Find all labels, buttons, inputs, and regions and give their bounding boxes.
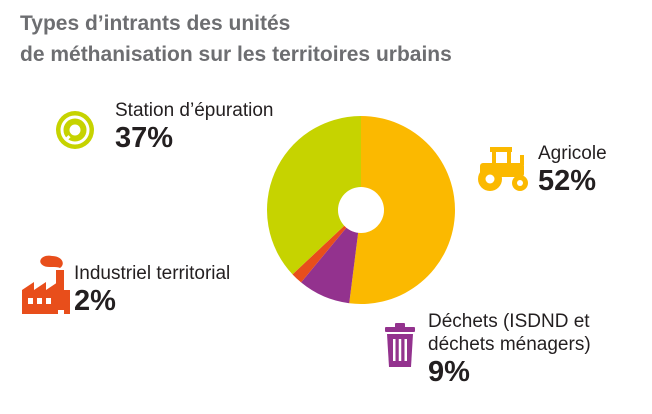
label-industriel-name: Industriel territorial: [74, 263, 231, 284]
label-station: Station d’épuration 37%: [115, 100, 273, 155]
slice-industriel: [292, 210, 361, 283]
sludge-disc-icon: [55, 110, 95, 155]
chart-title-line1: Types d’intrants des unités: [20, 12, 291, 35]
chart-title: Types d’intrants des unités de méthanisa…: [20, 8, 452, 70]
label-agricole: Agricole 52%: [538, 143, 607, 198]
label-dechets: Déchets (ISDND et déchets ménagers) 9%: [428, 311, 591, 388]
label-dechets-value: 9%: [428, 355, 470, 388]
label-industriel-value: 2%: [74, 284, 116, 317]
label-industriel: Industriel territorial 2%: [74, 263, 230, 318]
label-dechets-name-line2: déchets ménagers): [428, 333, 591, 355]
label-agricole-value: 52%: [538, 164, 597, 197]
label-agricole-name: Agricole: [538, 143, 607, 164]
label-station-value: 37%: [115, 121, 174, 154]
tractor-icon: [476, 145, 534, 198]
trash-bin-icon: [384, 323, 416, 372]
label-station-name: Station d’épuration: [115, 100, 274, 121]
label-dechets-name-line1: Déchets (ISDND et: [428, 311, 590, 332]
chart-title-line2: de méthanisation sur les territoires urb…: [20, 43, 452, 66]
donut-hole: [338, 187, 384, 233]
factory-icon: [22, 254, 70, 321]
slice-agricole: [349, 116, 455, 304]
slice-dechets: [301, 210, 361, 304]
slice-station: [267, 116, 361, 275]
